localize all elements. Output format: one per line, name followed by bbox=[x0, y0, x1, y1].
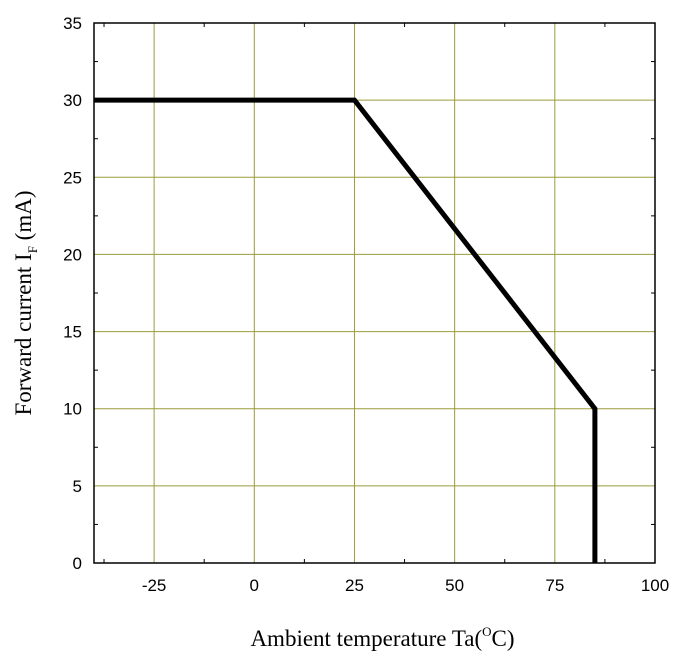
y-tick-label: 35 bbox=[63, 14, 82, 33]
y-tick-label: 10 bbox=[63, 400, 82, 419]
y-axis-title: Forward current IF (mA) bbox=[11, 190, 40, 415]
y-tick-label: 5 bbox=[73, 477, 82, 496]
y-axis-title-tail: (mA) bbox=[11, 190, 36, 246]
y-tick-label: 15 bbox=[63, 323, 82, 342]
x-tick-label: 75 bbox=[545, 576, 564, 595]
x-tick-labels: -25 0 25 50 75 100 bbox=[142, 576, 669, 595]
x-tick-label: 100 bbox=[641, 576, 669, 595]
x-axis-title-main: Ambient temperature Ta( bbox=[250, 626, 482, 651]
derating-curve bbox=[94, 97, 598, 563]
series bbox=[94, 97, 598, 563]
x-axis-title-sup: O bbox=[482, 624, 491, 639]
x-axis-title: Ambient temperature Ta(OC) bbox=[250, 624, 514, 651]
grid bbox=[94, 23, 655, 563]
x-tick-label: -25 bbox=[142, 576, 167, 595]
x-axis-title-tail: C) bbox=[492, 626, 515, 651]
y-tick-label: 25 bbox=[63, 168, 82, 187]
x-tick-label: 50 bbox=[445, 576, 464, 595]
y-axis-title-sub: F bbox=[25, 246, 40, 253]
y-tick-label: 30 bbox=[63, 91, 82, 110]
y-tick-label: 20 bbox=[63, 245, 82, 264]
x-tick-label: 25 bbox=[345, 576, 364, 595]
y-axis-title-main: Forward current I bbox=[11, 253, 36, 415]
y-tick-labels: 0 5 10 15 20 25 30 35 bbox=[63, 14, 82, 573]
y-tick-label: 0 bbox=[73, 554, 82, 573]
plot-frame bbox=[93, 22, 656, 564]
minor-ticks bbox=[94, 23, 655, 563]
x-tick-label: 0 bbox=[250, 576, 259, 595]
